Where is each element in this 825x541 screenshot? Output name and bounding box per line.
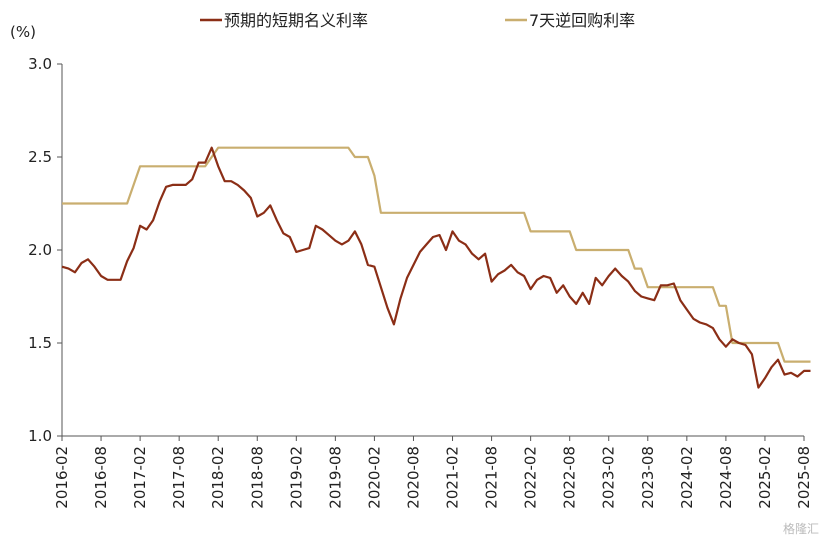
x-tick-label: 2020-02 [365,446,383,509]
x-tick-label: 2024-08 [717,446,735,509]
x-tick-label: 2023-02 [600,446,618,509]
watermark: 格隆汇 [782,522,819,536]
y-axis: 3.0 2.5 2.0 1.5 1.0 [28,55,63,445]
legend-label: 7天逆回购利率 [529,11,635,30]
series-line-repo-rate [62,146,811,363]
y-tick-label: 2.5 [28,148,52,166]
y-tick-label: 3.0 [28,55,52,73]
legend: 预期的短期名义利率 7天逆回购利率 [200,11,635,30]
x-tick-label: 2021-02 [444,446,462,509]
x-tick-label: 2025-08 [795,446,813,509]
y-unit-label: (%) [10,23,36,41]
y-tick-label: 1.5 [28,334,52,352]
x-tick-label: 2018-02 [209,446,227,509]
x-tick-label: 2019-08 [326,446,344,509]
y-tick-label: 2.0 [28,241,52,259]
y-tick-label: 1.0 [28,427,52,445]
x-tick-label: 2024-02 [678,446,696,509]
series-line-expected-rate [61,146,811,389]
x-tick-label: 2017-08 [170,446,188,509]
x-tick-label: 2017-02 [131,446,149,509]
x-axis: 2016-02 2016-08 2017-02 2017-08 2018-02 2018-… [53,435,813,509]
x-tick-label: 2022-02 [522,446,540,509]
legend-label: 预期的短期名义利率 [224,11,368,30]
x-tick-label: 2019-02 [287,446,305,509]
x-tick-label: 2022-08 [561,446,579,509]
x-tick-label: 2016-08 [92,446,110,509]
x-tick-label: 2020-08 [404,446,422,509]
x-tick-label: 2021-08 [483,446,501,509]
x-tick-label: 2025-02 [756,446,774,509]
x-tick-label: 2018-08 [248,446,266,509]
series-layer [61,146,811,389]
x-tick-label: 2023-08 [639,446,657,509]
x-tick-label: 2016-02 [53,446,71,509]
